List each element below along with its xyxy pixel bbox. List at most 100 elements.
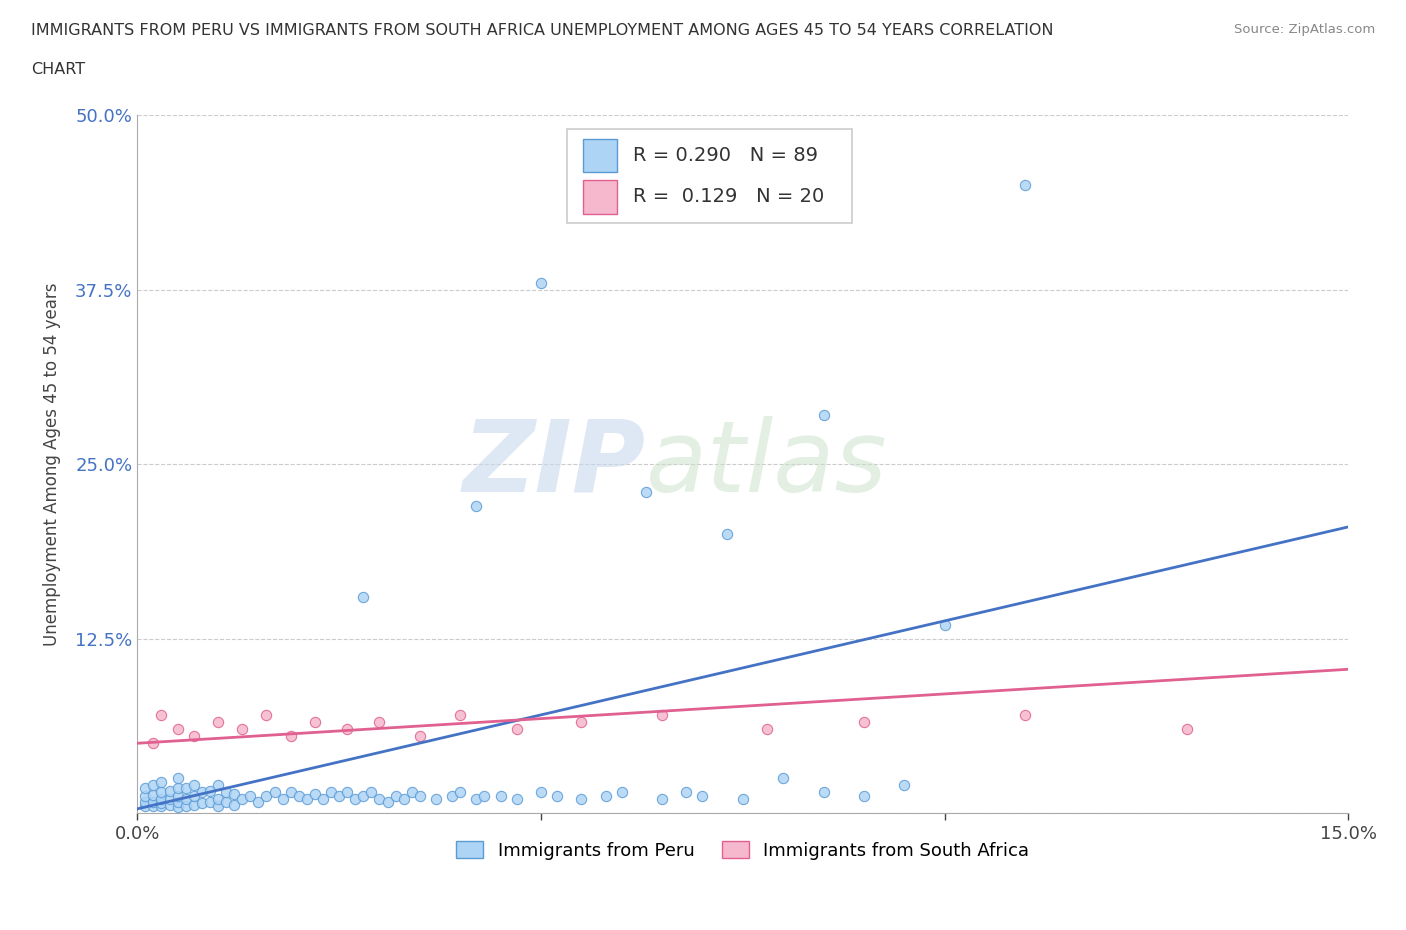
Point xyxy=(207,777,229,792)
Point xyxy=(692,789,714,804)
Point xyxy=(198,794,221,809)
Point xyxy=(731,791,754,806)
Point xyxy=(256,789,278,804)
Point xyxy=(449,708,471,723)
Point xyxy=(893,777,915,792)
Point xyxy=(716,526,738,541)
Point xyxy=(772,771,794,786)
Point xyxy=(183,789,205,804)
Point xyxy=(1175,722,1198,737)
Point xyxy=(280,785,302,800)
Point xyxy=(634,485,657,499)
Text: R =  0.129   N = 20: R = 0.129 N = 20 xyxy=(633,187,824,206)
Point xyxy=(215,794,238,809)
Point xyxy=(256,708,278,723)
Text: CHART: CHART xyxy=(31,62,84,77)
FancyBboxPatch shape xyxy=(567,129,852,223)
Point xyxy=(150,796,173,811)
Point xyxy=(934,618,956,632)
Point xyxy=(813,407,835,422)
Point xyxy=(852,715,875,730)
Point xyxy=(159,791,181,806)
Point xyxy=(207,715,229,730)
Point xyxy=(352,789,374,804)
Point xyxy=(150,775,173,790)
Point xyxy=(328,789,350,804)
Point xyxy=(263,785,285,800)
Text: atlas: atlas xyxy=(645,416,887,512)
Point xyxy=(409,729,432,744)
Point xyxy=(489,789,512,804)
Point xyxy=(304,786,326,801)
FancyBboxPatch shape xyxy=(583,180,617,214)
Point xyxy=(441,789,464,804)
Point xyxy=(231,791,253,806)
Point xyxy=(142,788,165,803)
Point xyxy=(319,785,342,800)
Point xyxy=(336,722,359,737)
Point xyxy=(174,799,197,814)
Point xyxy=(595,789,617,804)
Point xyxy=(651,791,673,806)
Point xyxy=(166,722,188,737)
Point xyxy=(1014,708,1036,723)
Point xyxy=(360,785,382,800)
Point xyxy=(392,791,415,806)
Point xyxy=(304,715,326,730)
Point xyxy=(569,791,592,806)
Point xyxy=(150,799,173,814)
Point xyxy=(134,794,156,809)
FancyBboxPatch shape xyxy=(583,139,617,172)
Point xyxy=(384,789,406,804)
Point xyxy=(1014,178,1036,193)
Point xyxy=(368,715,391,730)
Text: R = 0.290   N = 89: R = 0.290 N = 89 xyxy=(633,146,818,165)
Text: ZIP: ZIP xyxy=(463,416,645,512)
Point xyxy=(174,791,197,806)
Point xyxy=(134,789,156,804)
Point xyxy=(336,785,359,800)
Point xyxy=(449,785,471,800)
Point xyxy=(287,789,309,804)
Point xyxy=(224,797,246,812)
Point xyxy=(239,789,262,804)
Point xyxy=(474,789,496,804)
Point xyxy=(852,789,875,804)
Point xyxy=(150,708,173,723)
Point xyxy=(506,722,529,737)
Point xyxy=(150,791,173,806)
Point xyxy=(166,800,188,815)
Y-axis label: Unemployment Among Ages 45 to 54 years: Unemployment Among Ages 45 to 54 years xyxy=(44,283,60,645)
Point xyxy=(546,789,568,804)
Point xyxy=(352,590,374,604)
Point xyxy=(425,791,447,806)
Point xyxy=(409,789,432,804)
Point xyxy=(569,715,592,730)
Point xyxy=(377,794,399,809)
Point xyxy=(401,785,423,800)
Point xyxy=(675,785,697,800)
Point xyxy=(610,785,633,800)
Point xyxy=(651,708,673,723)
Point xyxy=(198,783,221,798)
Point xyxy=(530,275,553,290)
Legend: Immigrants from Peru, Immigrants from South Africa: Immigrants from Peru, Immigrants from So… xyxy=(449,834,1036,867)
Point xyxy=(174,780,197,795)
Point xyxy=(150,785,173,800)
Point xyxy=(756,722,779,737)
Point xyxy=(183,777,205,792)
Point xyxy=(506,791,529,806)
Point xyxy=(159,797,181,812)
Point xyxy=(191,785,214,800)
Point xyxy=(166,794,188,809)
Point xyxy=(142,794,165,809)
Point xyxy=(530,785,553,800)
Point xyxy=(295,791,318,806)
Point xyxy=(166,780,188,795)
Point xyxy=(247,794,270,809)
Point xyxy=(280,729,302,744)
Point xyxy=(344,791,367,806)
Point xyxy=(271,791,294,806)
Point xyxy=(191,796,214,811)
Point xyxy=(166,771,188,786)
